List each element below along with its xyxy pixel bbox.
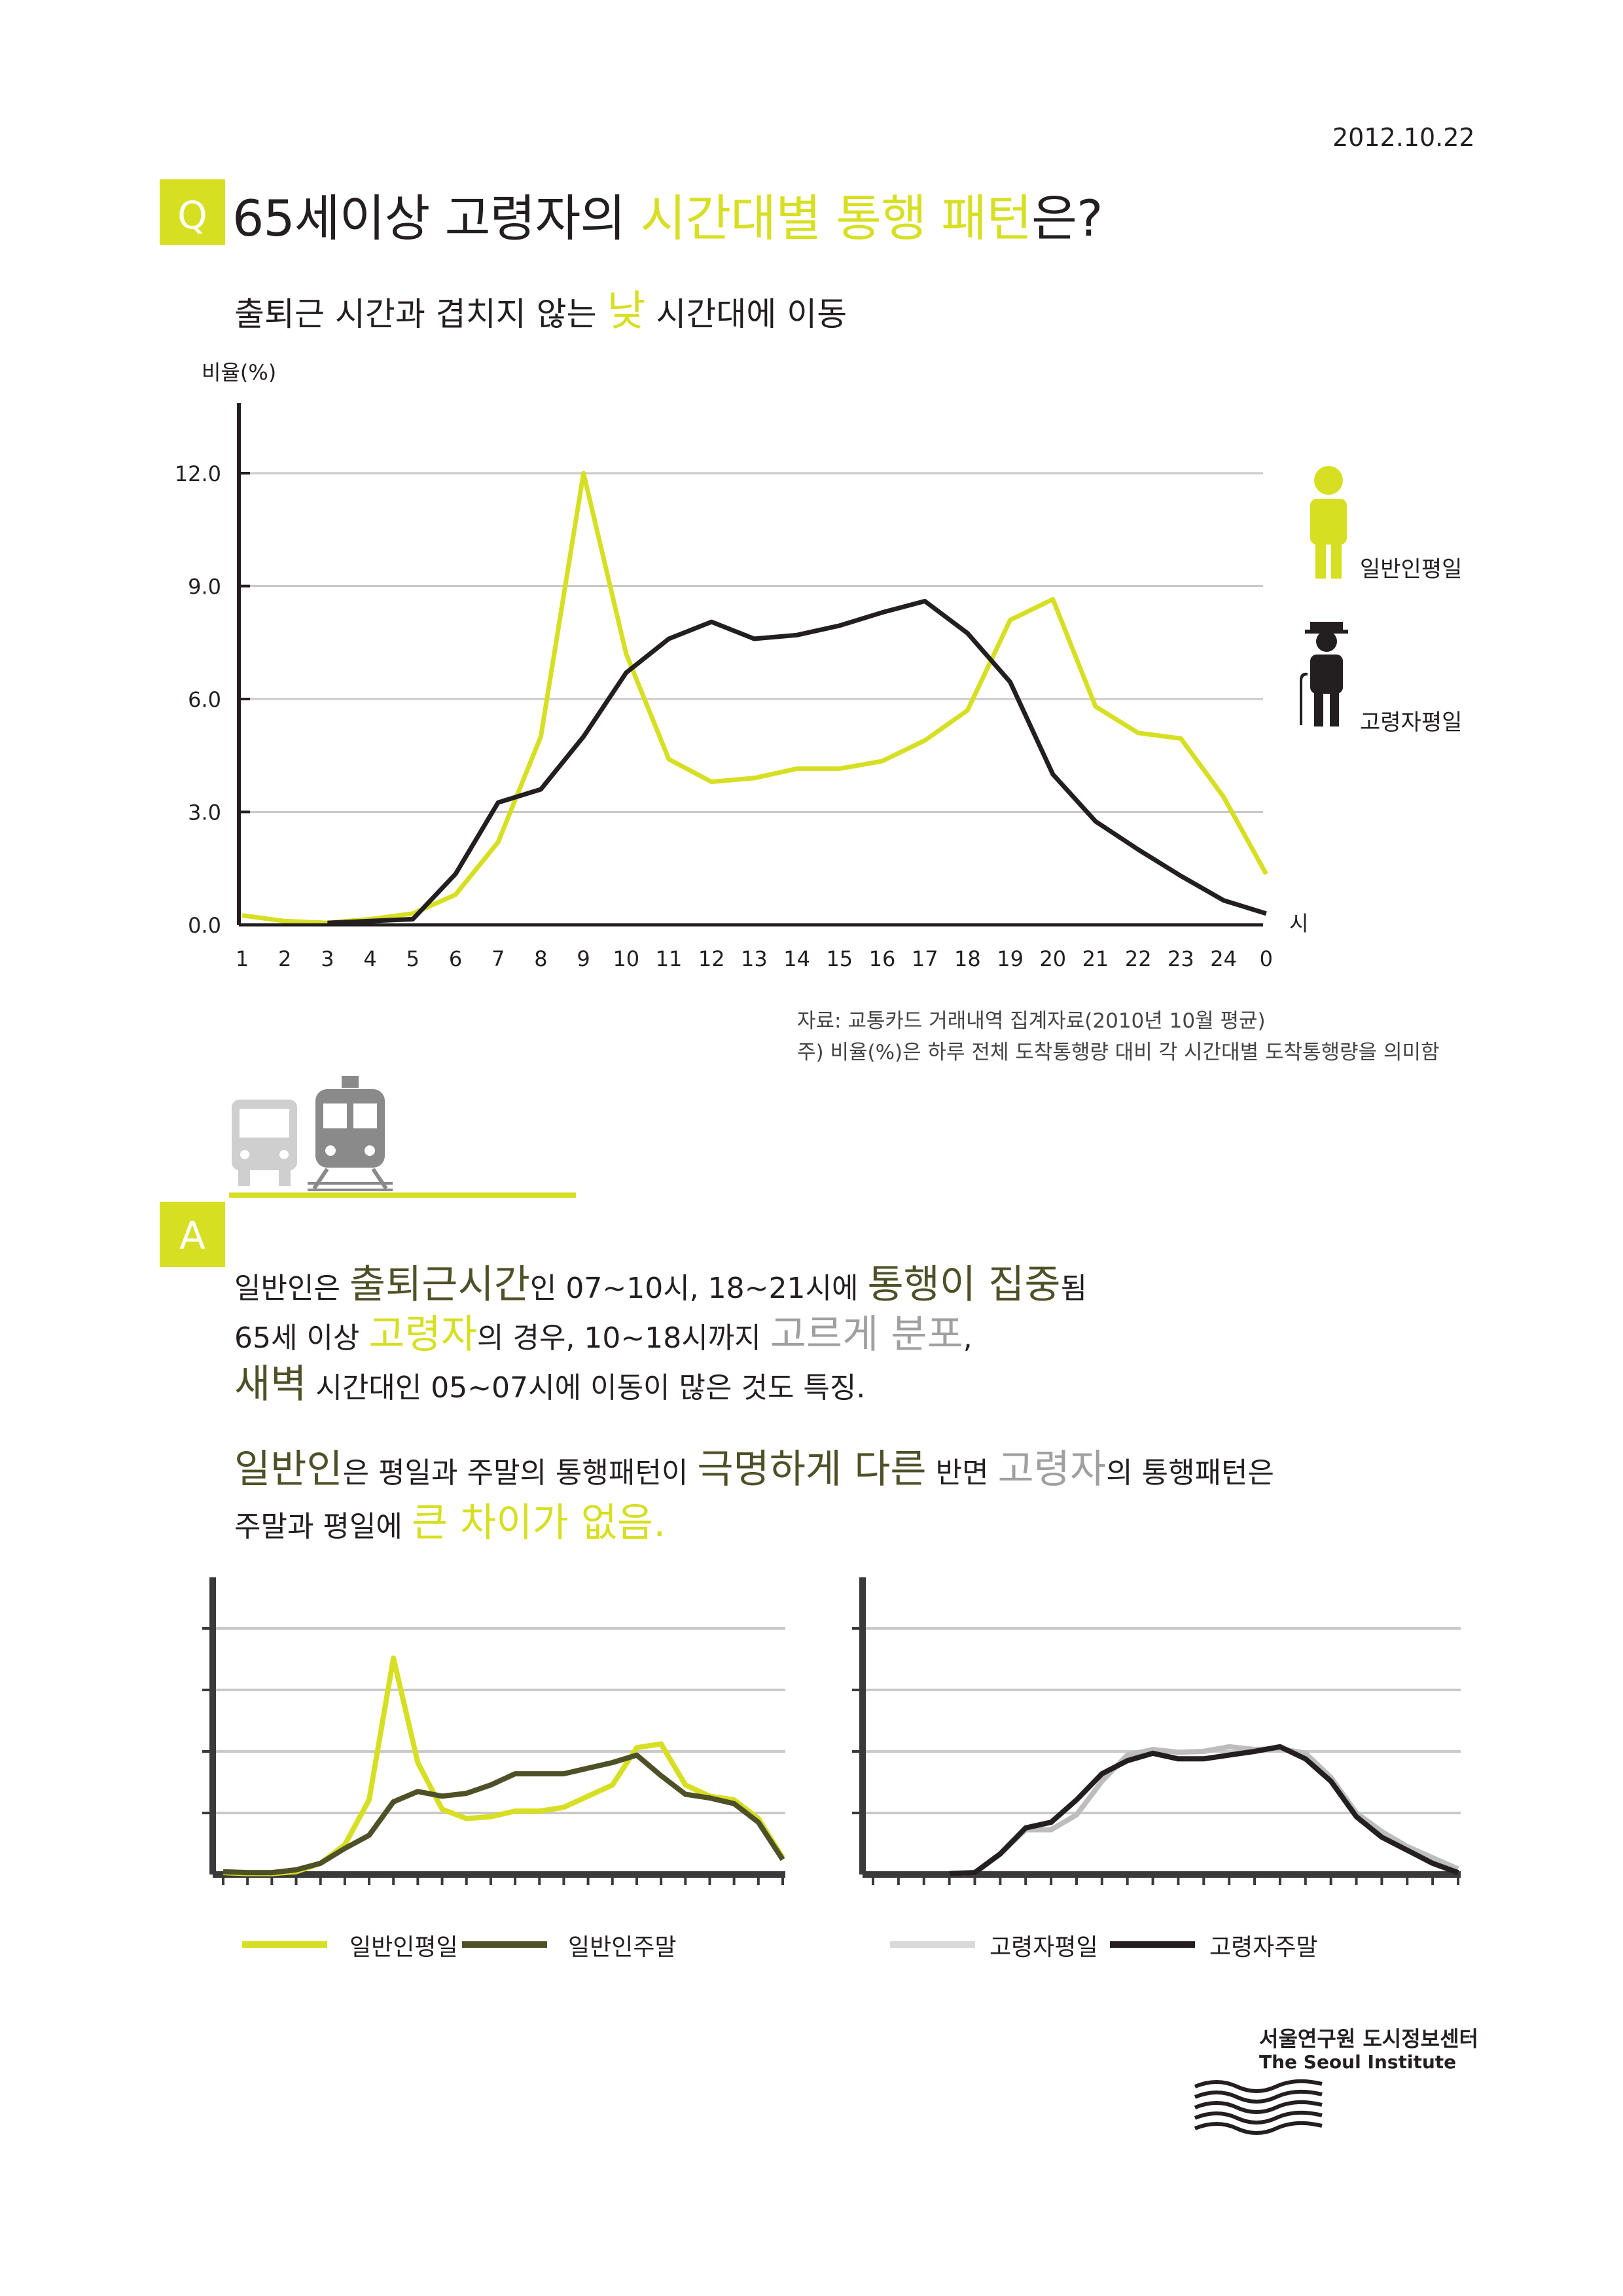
ratio-note: 주) 비율(%)은 하루 전체 도착통행량 대비 각 시간대별 도착통행량을 의… — [797, 1041, 1440, 1064]
answer-line-3: 새벽 시간대인 05~07시에 이동이 많은 것도 특징. — [234, 1361, 866, 1407]
answer-badge: A — [160, 1202, 225, 1267]
x-tick-label: 21 — [1082, 946, 1109, 971]
question-badge: Q — [160, 179, 225, 245]
main-chart-lines — [241, 471, 1268, 925]
x-tick-label: 7 — [491, 946, 505, 971]
x-tick-label: 24 — [1210, 946, 1237, 971]
x-tick-label: 16 — [869, 946, 896, 971]
general-comparison-chart — [202, 1577, 785, 1885]
series-line-general-weekend — [223, 1752, 785, 1876]
answer-line-4: 일반인은 평일과 주말의 통행패턴이 극명하게 다른 반면 고령자의 통행패턴은 — [234, 1446, 1275, 1492]
date-label: 2012.10.22 — [1332, 123, 1475, 152]
comparison-charts — [202, 1577, 1461, 1885]
x-tick-label: 6 — [449, 946, 462, 971]
answer-line-2: 65세 이상 고령자의 경우, 10~18시까지 고르게 분포, — [234, 1312, 972, 1357]
x-tick-label: 11 — [656, 946, 683, 971]
main-chart-grid — [239, 472, 1263, 813]
x-tick-label: 15 — [826, 946, 853, 971]
legend-general-weekday-small: 일반인평일 — [349, 1934, 458, 1961]
legend-elderly-weekday-small: 고령자평일 — [990, 1934, 1098, 1961]
y-tick-label: 9.0 — [188, 575, 221, 600]
x-tick-label: 22 — [1125, 946, 1152, 971]
x-tick-label: 9 — [577, 946, 590, 971]
legend-general-weekend-small: 일반인주말 — [568, 1934, 677, 1961]
x-tick-label: 0 — [1260, 946, 1273, 971]
x-tick-label: 17 — [912, 946, 938, 971]
elderly-comparison-chart — [852, 1577, 1461, 1885]
y-tick-label: 3.0 — [188, 800, 221, 825]
legend-elderly-weekend-small: 고령자주말 — [1209, 1934, 1318, 1961]
answer-line-5: 주말과 평일에 큰 차이가 없음. — [234, 1500, 666, 1546]
series-line-elderly-weekday — [327, 599, 1267, 925]
elderly-person-icon — [1300, 622, 1348, 726]
x-tick-label: 5 — [406, 946, 419, 971]
question-subtitle: 출퇴근 시간과 겹치지 않는 낮 시간대에 이동 — [234, 278, 847, 338]
x-tick-label: 4 — [363, 946, 376, 971]
x-tick-label: 13 — [741, 946, 768, 971]
subtitle-post: 시간대에 이동 — [645, 295, 847, 333]
y-tick-label: 0.0 — [188, 913, 221, 938]
answer-line-1: 일반인은 출퇴근시간인 07~10시, 18~21시에 통행이 집중됨 — [234, 1262, 1088, 1308]
x-tick-label: 20 — [1039, 946, 1066, 971]
legend-swatch-elderly-weekend — [1110, 1941, 1195, 1948]
x-tick-label: 2 — [278, 946, 291, 971]
person-icon — [1310, 466, 1347, 579]
institute-name-ko: 서울연구원 도시정보센터 — [1259, 2026, 1478, 2051]
subtitle-pre: 출퇴근 시간과 겹치지 않는 — [234, 295, 607, 333]
x-tick-label: 8 — [534, 946, 547, 971]
x-tick-label: 1 — [236, 946, 249, 971]
x-tick-label: 3 — [321, 946, 334, 971]
subtitle-highlight: 낮 — [607, 287, 646, 336]
legend-general-weekday: 일반인평일 — [1360, 556, 1463, 583]
series-line-elderly-weekend — [949, 1744, 1459, 1876]
x-tick-label: 12 — [698, 946, 725, 971]
series-line-elderly-weekday — [949, 1744, 1459, 1876]
source-note: 자료: 교통카드 거래내역 집계자료(2010년 10월 평균) — [797, 1009, 1266, 1033]
x-axis-label: 시 — [1289, 911, 1308, 936]
main-chart: 0.03.06.09.012.01 2 3 4 5 6 7 8 9 10 11 12 13 14 15 16 1… — [175, 403, 1308, 971]
main-chart-ylabel: 비율(%) — [202, 360, 277, 385]
x-tick-label: 23 — [1168, 946, 1194, 971]
transit-icons — [229, 1076, 576, 1198]
x-tick-label: 18 — [954, 946, 981, 971]
x-tick-label: 19 — [997, 946, 1024, 971]
bus-icon — [232, 1100, 297, 1186]
title-post: 은? — [1031, 189, 1103, 247]
seoul-institute-logo-icon — [1194, 2079, 1323, 2135]
y-tick-label: 12.0 — [175, 461, 221, 486]
x-tick-label: 14 — [783, 946, 810, 971]
train-icon — [308, 1076, 393, 1191]
question-title: 65세이상 고령자의 시간대별 통행 패턴은? — [232, 178, 1103, 250]
title-highlight: 시간대별 통행 패턴 — [640, 189, 1032, 247]
y-tick-label: 6.0 — [188, 687, 221, 712]
legend-swatch-elderly-weekday — [890, 1941, 975, 1948]
legend-swatch-general-weekend — [462, 1941, 547, 1948]
main-chart-axes: 0.03.06.09.012.01 2 3 4 5 6 7 8 9 10 11 12 13 14 15 16 1… — [175, 403, 1308, 971]
title-pre: 65세이상 고령자의 — [232, 189, 641, 247]
legend-swatch-general-weekday — [242, 1941, 327, 1948]
legend-elderly-weekday: 고령자평일 — [1360, 709, 1463, 736]
x-tick-label: 10 — [613, 946, 639, 971]
institute-name-en: The Seoul Institute — [1259, 2051, 1457, 2073]
